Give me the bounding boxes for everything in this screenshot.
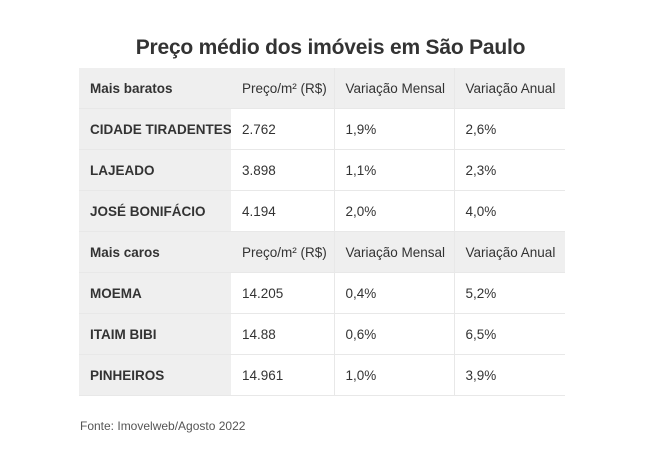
monthly-change-cell: 0,4% xyxy=(334,272,455,314)
group-label: Mais baratos xyxy=(79,68,231,109)
neighborhood-name: CIDADE TIRADENTES xyxy=(79,108,231,150)
table-row: PINHEIROS 14.961 1,0% 3,9% xyxy=(79,354,565,396)
neighborhood-name: MOEMA xyxy=(79,272,231,314)
column-header-monthly: Variação Mensal xyxy=(334,68,455,109)
neighborhood-name: PINHEIROS xyxy=(79,354,231,396)
monthly-change-cell: 0,6% xyxy=(334,313,455,355)
page-title: Preço médio dos imóveis em São Paulo xyxy=(135,36,526,59)
table-row: JOSÉ BONIFÁCIO 4.194 2,0% 4,0% xyxy=(79,190,565,232)
annual-change-cell: 3,9% xyxy=(454,354,565,396)
price-cell: 3.898 xyxy=(231,149,335,191)
annual-change-cell: 2,6% xyxy=(454,108,565,150)
annual-change-cell: 4,0% xyxy=(454,190,565,232)
monthly-change-cell: 2,0% xyxy=(334,190,455,232)
column-header-price: Preço/m² (R$) xyxy=(231,68,335,109)
table-row: ITAIM BIBI 14.88 0,6% 6,5% xyxy=(79,313,565,355)
annual-change-cell: 2,3% xyxy=(454,149,565,191)
neighborhood-name: ITAIM BIBI xyxy=(79,313,231,355)
price-table: Mais baratos Preço/m² (R$) Variação Mens… xyxy=(79,68,565,396)
annual-change-cell: 6,5% xyxy=(454,313,565,355)
group-header-cheapest: Mais baratos Preço/m² (R$) Variação Mens… xyxy=(79,68,565,109)
price-cell: 14.88 xyxy=(231,313,335,355)
price-cell: 4.194 xyxy=(231,190,335,232)
column-header-price: Preço/m² (R$) xyxy=(231,231,335,273)
price-cell: 14.961 xyxy=(231,354,335,396)
column-header-monthly: Variação Mensal xyxy=(334,231,455,273)
column-header-annual: Variação Anual xyxy=(454,231,565,273)
group-label: Mais caros xyxy=(79,231,231,273)
table-row: CIDADE TIRADENTES 2.762 1,9% 2,6% xyxy=(79,108,565,150)
monthly-change-cell: 1,9% xyxy=(334,108,455,150)
monthly-change-cell: 1,1% xyxy=(334,149,455,191)
neighborhood-name: JOSÉ BONIFÁCIO xyxy=(79,190,231,232)
table-row: MOEMA 14.205 0,4% 5,2% xyxy=(79,272,565,314)
annual-change-cell: 5,2% xyxy=(454,272,565,314)
neighborhood-name: LAJEADO xyxy=(79,149,231,191)
group-header-most-expensive: Mais caros Preço/m² (R$) Variação Mensal… xyxy=(79,231,565,273)
monthly-change-cell: 1,0% xyxy=(334,354,455,396)
table-row: LAJEADO 3.898 1,1% 2,3% xyxy=(79,149,565,191)
column-header-annual: Variação Anual xyxy=(454,68,565,109)
price-cell: 14.205 xyxy=(231,272,335,314)
source-note: Fonte: Imovelweb/Agosto 2022 xyxy=(80,419,246,433)
price-cell: 2.762 xyxy=(231,108,335,150)
